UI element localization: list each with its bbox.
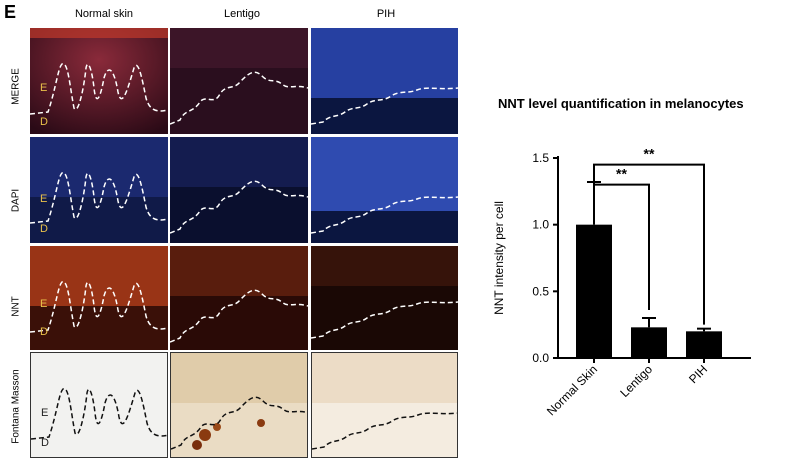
micrograph-merge-lentigo bbox=[170, 28, 308, 134]
nnt-bar-chart: NNT level quantification in melanocytes … bbox=[492, 96, 751, 418]
column-header-pih: PIH bbox=[376, 8, 396, 20]
row-label-dapi: DAPI bbox=[10, 188, 22, 213]
plot-area: 0.0 0.5 1.0 1.5 NNT intensity per cell Normal… bbox=[492, 146, 751, 418]
epidermis-label: E bbox=[41, 407, 49, 419]
micrograph-fontana-normal-skin: E D bbox=[30, 352, 168, 458]
panel-letter: E bbox=[4, 2, 17, 22]
significance-bracket bbox=[593, 163, 705, 325]
row-label-fontana-masson: Fontana Masson bbox=[10, 369, 22, 444]
row-label-nnt: NNT bbox=[10, 296, 22, 317]
micrograph-fontana-pih bbox=[311, 352, 458, 458]
micrograph-nnt-lentigo bbox=[170, 246, 308, 350]
chart-title: NNT level quantification in melanocytes bbox=[498, 96, 744, 111]
epidermis-label: E bbox=[40, 82, 48, 94]
epidermis-label: E bbox=[40, 298, 48, 310]
y-axis-label: NNT intensity per cell bbox=[492, 201, 506, 315]
micrograph-nnt-normal-skin: E D bbox=[30, 246, 168, 350]
x-tick-label: Lentigo bbox=[617, 362, 655, 400]
x-tick-label: Normal Skin bbox=[544, 362, 600, 418]
column-header-normal-skin: Normal skin bbox=[74, 8, 134, 20]
column-header-lentigo: Lentigo bbox=[223, 8, 261, 20]
micrograph-nnt-pih bbox=[311, 246, 458, 350]
x-tick-label: PIH bbox=[686, 362, 710, 386]
epidermis-label: E bbox=[40, 193, 48, 205]
dermis-label: D bbox=[41, 437, 49, 449]
micrograph-dapi-normal-skin: E D bbox=[30, 137, 168, 243]
y-tick-label: 0.5 bbox=[532, 284, 549, 298]
y-tick-label: 1.5 bbox=[532, 151, 549, 165]
dermis-label: D bbox=[40, 223, 48, 235]
bar bbox=[631, 327, 667, 358]
y-tick-label: 0.0 bbox=[532, 351, 549, 365]
significance-bracket bbox=[593, 174, 650, 310]
row-label-merge: MERGE bbox=[10, 68, 22, 105]
bar bbox=[576, 224, 612, 358]
y-tick-label: 1.0 bbox=[532, 218, 549, 232]
micrograph-fontana-lentigo bbox=[170, 352, 308, 458]
micrograph-dapi-pih bbox=[311, 137, 458, 243]
micrograph-merge-pih bbox=[311, 28, 458, 134]
significance-label: ** bbox=[644, 146, 655, 162]
dermis-label: D bbox=[40, 116, 48, 128]
micrograph-merge-normal-skin: E D bbox=[30, 28, 168, 134]
bar bbox=[686, 331, 722, 358]
dermis-label: D bbox=[40, 326, 48, 338]
micrograph-dapi-lentigo bbox=[170, 137, 308, 243]
significance-label: ** bbox=[616, 166, 627, 182]
